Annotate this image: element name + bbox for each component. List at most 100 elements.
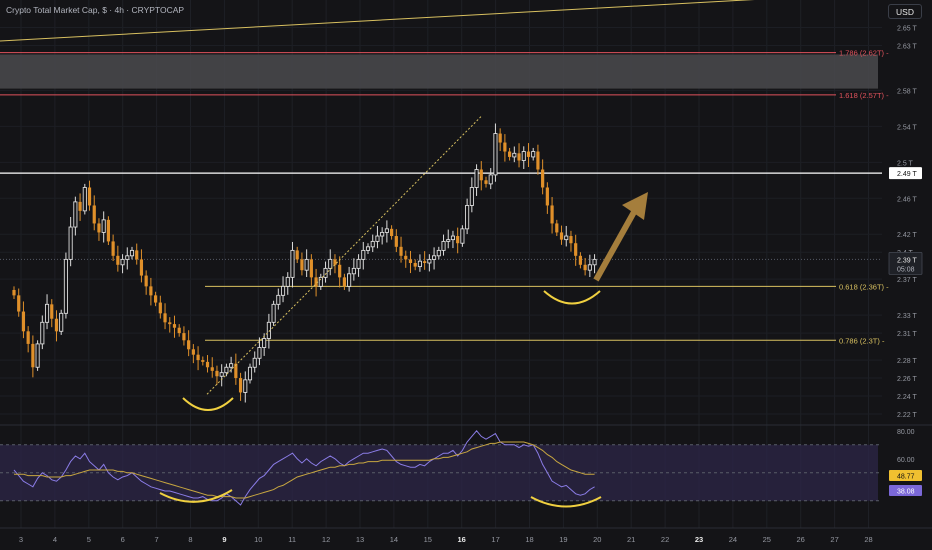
candle-body[interactable] (432, 255, 437, 260)
candle-body[interactable] (370, 240, 375, 248)
candle-body[interactable] (508, 151, 512, 157)
candle-body[interactable] (404, 255, 408, 260)
candle-body[interactable] (201, 360, 205, 362)
candle-body[interactable] (394, 236, 398, 247)
candle-body[interactable] (276, 294, 281, 305)
candle-body[interactable] (26, 331, 30, 344)
candle-body[interactable] (219, 372, 224, 377)
candle-body[interactable] (365, 246, 371, 251)
drawings-layer[interactable] (182, 115, 648, 411)
candle-body[interactable] (285, 276, 290, 287)
candle-body[interactable] (517, 153, 521, 161)
candle-body[interactable] (63, 258, 68, 314)
candle-body[interactable] (17, 295, 21, 312)
candle-body[interactable] (59, 312, 64, 332)
up-arrow-shaft[interactable] (593, 210, 637, 282)
candle-body[interactable] (116, 255, 120, 265)
candle-body[interactable] (111, 241, 115, 256)
candle-body[interactable] (361, 249, 366, 260)
candle-body[interactable] (512, 152, 517, 158)
candle-body[interactable] (182, 333, 186, 341)
candle-body[interactable] (384, 228, 389, 233)
candle-body[interactable] (210, 367, 214, 371)
candle-body[interactable] (262, 338, 267, 348)
candle-body[interactable] (144, 275, 148, 287)
candle-body[interactable] (12, 289, 16, 296)
candle-body[interactable] (531, 151, 536, 158)
candle-body[interactable] (172, 324, 177, 328)
candle-body[interactable] (413, 262, 417, 267)
candle-body[interactable] (460, 228, 465, 244)
candle-body[interactable] (356, 258, 361, 269)
candle-body[interactable] (129, 249, 135, 257)
candle-body[interactable] (196, 354, 200, 361)
candle-body[interactable] (191, 349, 195, 355)
candle-body[interactable] (323, 267, 328, 278)
candle-body[interactable] (441, 240, 446, 251)
candle-body[interactable] (154, 295, 158, 303)
candle-body[interactable] (82, 187, 87, 212)
rsi-ma-line[interactable] (14, 441, 595, 499)
candle-body[interactable] (450, 235, 456, 241)
candle-body[interactable] (574, 243, 578, 256)
candle-body[interactable] (555, 223, 559, 233)
candle-body[interactable] (474, 169, 479, 188)
candle-body[interactable] (333, 259, 337, 265)
candle-body[interactable] (578, 255, 582, 265)
candle-body[interactable] (328, 258, 333, 269)
candle-body[interactable] (498, 133, 502, 143)
candle-body[interactable] (536, 151, 540, 170)
candle-body[interactable] (73, 201, 78, 228)
candle-body[interactable] (417, 260, 422, 268)
candle-body[interactable] (503, 142, 507, 152)
candle-body[interactable] (583, 264, 587, 271)
candle-body[interactable] (92, 205, 96, 224)
candle-body[interactable] (234, 363, 238, 379)
candle-body[interactable] (408, 259, 413, 263)
candle-body[interactable] (238, 378, 243, 393)
candle-body[interactable] (309, 259, 313, 278)
candle-body[interactable] (541, 169, 545, 188)
candle-body[interactable] (342, 277, 346, 287)
candle-body[interactable] (68, 226, 73, 260)
candle-body[interactable] (35, 343, 40, 368)
candles-layer[interactable] (12, 123, 597, 403)
candle-body[interactable] (149, 286, 153, 296)
candle-body[interactable] (380, 231, 385, 237)
candle-body[interactable] (550, 205, 554, 224)
candle-body[interactable] (247, 366, 253, 381)
candle-body[interactable] (446, 239, 451, 242)
candle-body[interactable] (139, 259, 144, 276)
candle-body[interactable] (493, 133, 498, 176)
candle-body[interactable] (280, 285, 286, 296)
candle-body[interactable] (484, 180, 488, 184)
candle-body[interactable] (187, 340, 191, 350)
candle-body[interactable] (125, 255, 130, 260)
candle-body[interactable] (106, 219, 110, 242)
swing-low-arc[interactable] (543, 290, 601, 305)
candle-body[interactable] (488, 174, 493, 185)
candle-body[interactable] (271, 303, 276, 323)
candle-body[interactable] (266, 321, 271, 339)
candle-body[interactable] (87, 187, 92, 206)
candle-body[interactable] (21, 311, 26, 332)
candle-body[interactable] (456, 236, 460, 244)
rsi-line[interactable] (13, 430, 595, 506)
fib-anchor-line[interactable] (206, 115, 483, 395)
swing-low-arc[interactable] (182, 397, 234, 411)
up-arrow-head[interactable] (622, 192, 648, 220)
candle-body[interactable] (465, 205, 470, 230)
candle-body[interactable] (587, 264, 592, 271)
candle-body[interactable] (54, 318, 59, 332)
trend-line[interactable] (0, 0, 800, 42)
candle-body[interactable] (31, 343, 35, 368)
candle-body[interactable] (215, 370, 219, 377)
rsi-low-arc[interactable] (530, 496, 602, 508)
candle-body[interactable] (479, 169, 483, 181)
candle-body[interactable] (224, 366, 229, 374)
candle-body[interactable] (300, 259, 304, 271)
candle-body[interactable] (521, 151, 526, 161)
candle-body[interactable] (101, 219, 106, 233)
candle-body[interactable] (314, 277, 318, 287)
